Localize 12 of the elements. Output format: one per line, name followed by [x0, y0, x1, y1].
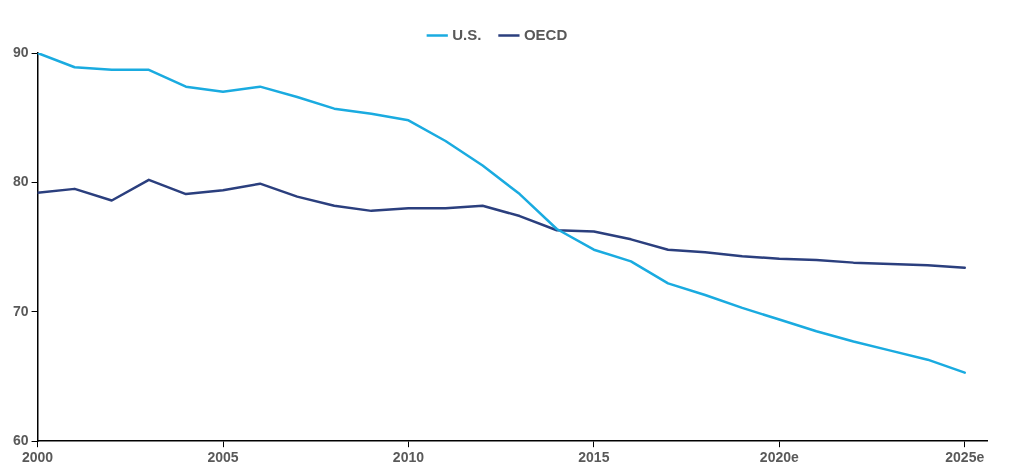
x-tick-label: 2020e	[759, 449, 799, 466]
y-tick-label: 80	[12, 173, 29, 190]
legend-label: U.S.	[452, 25, 482, 43]
y-tick-label: 70	[12, 302, 29, 319]
x-tick-label: 2015	[578, 449, 610, 466]
x-tick-label: 2000	[21, 449, 54, 466]
legend-label: OECD	[523, 25, 568, 43]
x-tick-label: 2025e	[945, 449, 985, 466]
x-tick-label: 2005	[207, 449, 239, 466]
y-tick-label: 60	[12, 432, 29, 449]
y-tick-label: 90	[12, 43, 29, 60]
x-tick-label: 2010	[392, 449, 425, 466]
